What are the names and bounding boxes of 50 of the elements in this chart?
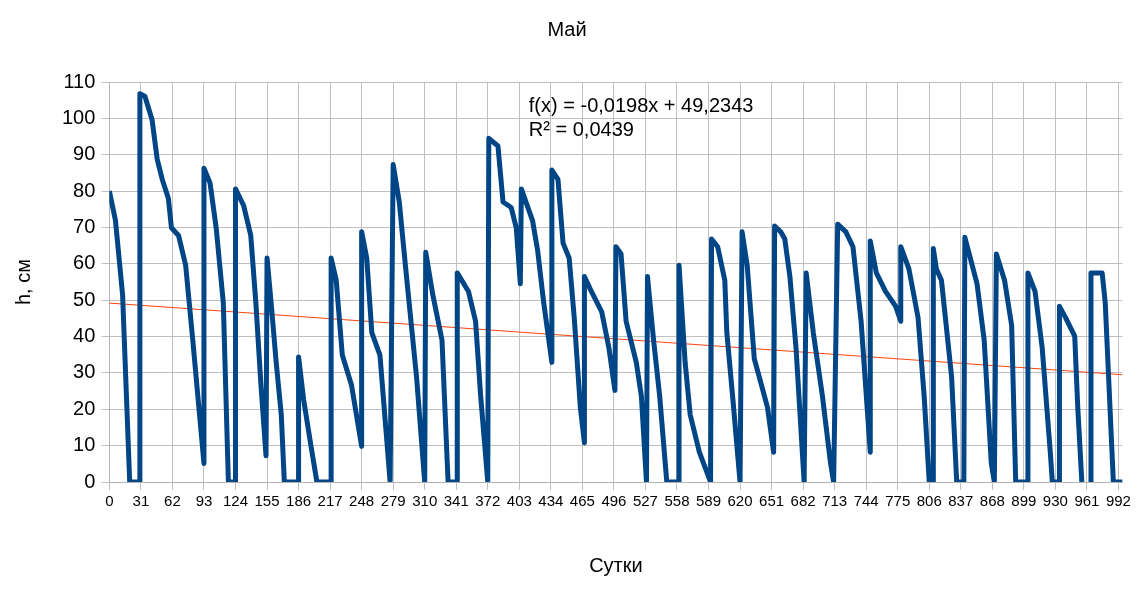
x-tick-label: 279: [380, 492, 406, 510]
x-tick-label: 744: [853, 492, 879, 510]
x-axis-title: Сутки: [589, 553, 643, 576]
x-tick-label: 682: [790, 492, 816, 510]
x-tick-label: 31: [132, 492, 150, 510]
y-tick-label: 90: [73, 142, 96, 165]
y-axis-title: h, см: [11, 259, 34, 305]
x-tick-label: 992: [1105, 492, 1131, 510]
x-tick-label: 868: [979, 492, 1005, 510]
chart-title: Май: [547, 17, 587, 40]
x-tick-label: 496: [601, 492, 627, 510]
x-tick-label: 713: [822, 492, 848, 510]
x-tick-label: 589: [696, 492, 722, 510]
x-tick-label: 124: [222, 492, 249, 510]
x-tick-label: 155: [254, 492, 280, 510]
annotation: f(x) = -0,0198x + 49,2343: [528, 93, 754, 116]
x-tick-label: 248: [349, 492, 375, 510]
y-tick-label: 70: [73, 214, 96, 237]
y-tick-label: 0: [84, 469, 96, 492]
x-tick-label: 434: [538, 492, 564, 510]
y-tick-label: 50: [73, 287, 96, 310]
y-tick-label: 10: [73, 433, 96, 456]
x-tick-label: 837: [948, 492, 974, 510]
x-tick-label: 527: [632, 492, 658, 510]
x-tick-label: 372: [475, 492, 501, 510]
x-tick-label: 403: [506, 492, 532, 510]
x-tick-label: 310: [412, 492, 438, 510]
y-tick-label: 40: [73, 324, 96, 347]
x-tick-label: 62: [164, 492, 181, 510]
x-tick-label: 186: [286, 492, 312, 510]
y-tick-label: 110: [63, 69, 96, 92]
x-tick-label: 558: [664, 492, 690, 510]
y-tick-label: 60: [73, 251, 96, 274]
y-tick-label: 80: [73, 178, 96, 201]
x-tick-label: 620: [727, 492, 753, 510]
x-tick-label: 0: [105, 492, 114, 510]
x-tick-label: 465: [569, 492, 595, 510]
y-tick-label: 20: [73, 396, 96, 419]
x-tick-label: 775: [885, 492, 911, 510]
x-tick-label: 651: [759, 492, 785, 510]
x-tick-label: 899: [1011, 492, 1037, 510]
annotation: R² = 0,0439: [528, 117, 634, 140]
y-tick-label: 100: [61, 105, 96, 128]
x-tick-label: 217: [317, 492, 343, 510]
x-tick-label: 341: [443, 492, 469, 510]
y-tick-label: 30: [73, 360, 96, 383]
x-tick-label: 961: [1074, 492, 1100, 510]
x-tick-label: 806: [916, 492, 942, 510]
x-tick-label: 93: [195, 492, 213, 510]
x-tick-label: 930: [1042, 492, 1068, 510]
